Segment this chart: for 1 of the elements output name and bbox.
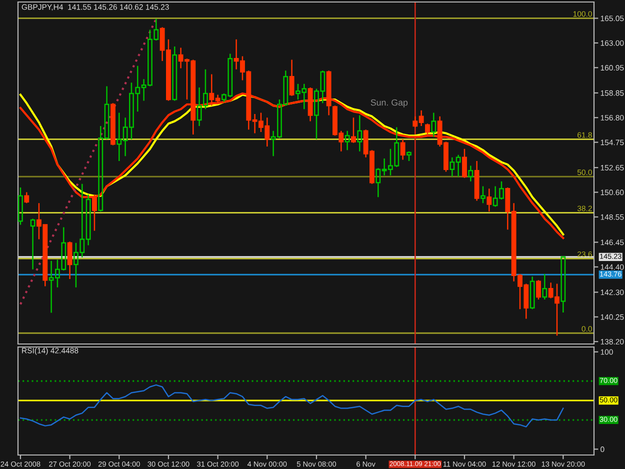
annotation: Sun. Gap <box>370 99 408 108</box>
